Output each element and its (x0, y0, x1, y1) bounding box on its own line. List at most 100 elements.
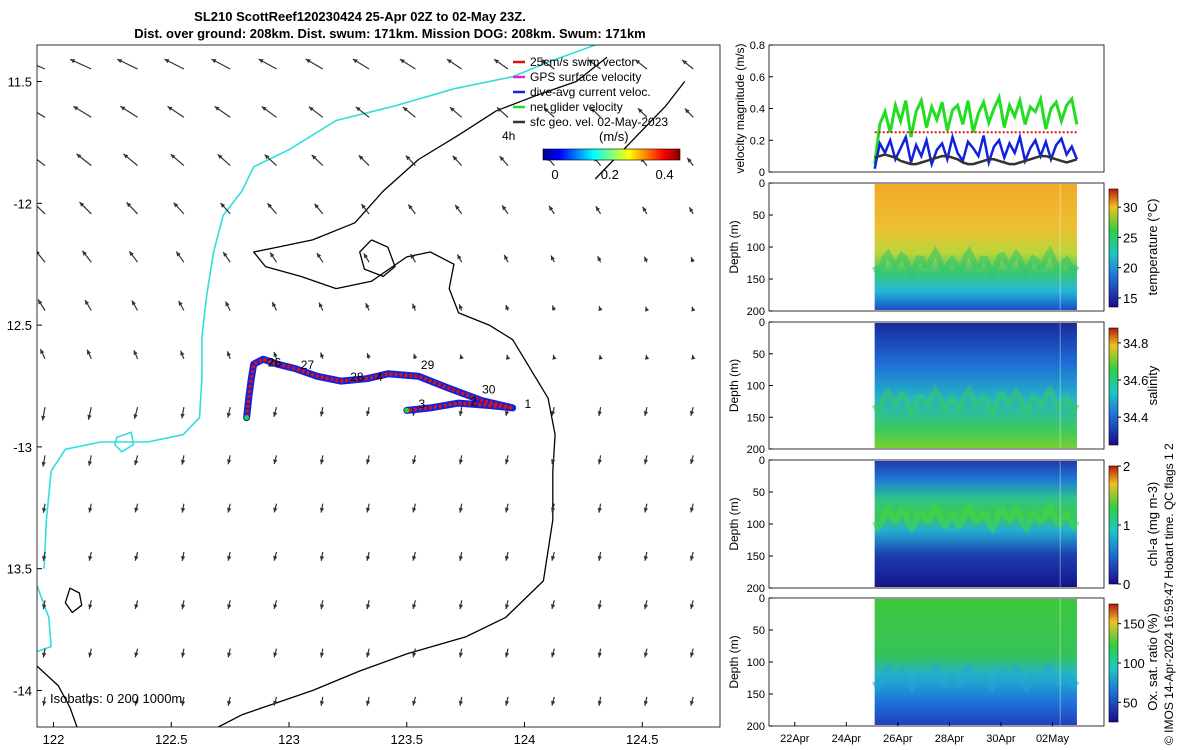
velocity-arrowhead (643, 555, 648, 561)
velocity-arrowhead (311, 154, 317, 160)
velocity-arrowhead (458, 556, 463, 561)
y-tick-label: 0.4 (750, 104, 765, 116)
colorbar-tick-label: 34.8 (1123, 336, 1148, 351)
velocity-arrowhead (689, 604, 695, 609)
velocity-arrowhead (42, 507, 47, 513)
track-end-marker (404, 407, 410, 413)
velocity-arrowhead (361, 204, 366, 209)
x-tick-label: 124.5 (626, 732, 659, 747)
velocity-arrowhead (227, 700, 232, 706)
legend-label: dive-avg current veloc. (530, 85, 651, 99)
velocity-arrowhead (227, 459, 232, 465)
velocity-arrowhead (73, 106, 79, 111)
velocity-arrowhead (88, 700, 93, 706)
velocity-arrowhead (227, 555, 232, 561)
velocity-arrowhead (458, 507, 463, 513)
isobath-line (37, 665, 78, 727)
velocity-arrowhead (598, 306, 603, 312)
velocity-arrowhead (180, 413, 185, 419)
profile-colorbar (1108, 603, 1119, 723)
velocity-arrowhead (597, 604, 602, 610)
velocity-arrowhead (645, 306, 650, 312)
velocity-arrow (599, 745, 601, 750)
time-scale-label: 4h (502, 129, 515, 143)
y-tick-label: 150 (747, 412, 765, 424)
velocity-arrowhead (176, 251, 181, 257)
velocity-arrowhead (181, 700, 186, 706)
velocity-arrowhead (70, 59, 76, 64)
colorbar-tick-label: 1 (1123, 518, 1130, 533)
y-tick-label: 200 (747, 306, 765, 318)
velocity-arrowhead (37, 251, 40, 255)
velocity-arrowhead (319, 411, 325, 417)
velocity-arrowhead (181, 556, 186, 561)
velocity-arrow (274, 745, 276, 750)
velocity-arrowhead (316, 252, 322, 258)
velocity-arrowhead (319, 459, 325, 465)
y-tick-label: 150 (747, 551, 765, 563)
x-tick-label: 22Apr (780, 733, 810, 745)
velocity-arrowhead (220, 202, 226, 208)
velocity-arrowhead (402, 107, 408, 112)
colorbar-tick-label: 150 (1123, 617, 1145, 632)
velocity-arrowhead (76, 153, 82, 159)
velocity-arrowhead (355, 106, 361, 112)
velocity-arrowhead (458, 604, 463, 610)
velocity-arrowhead (225, 301, 230, 307)
legend-label: net glider velocity (530, 100, 623, 114)
velocity-arrowhead (689, 507, 695, 513)
velocity-arrowhead (181, 652, 186, 658)
velocity-arrowhead (223, 252, 228, 257)
velocity-arrowhead (180, 459, 186, 465)
velocity-arrowhead (595, 206, 600, 212)
depth-ylabel: Depth (m) (727, 497, 741, 550)
profile-data-field (874, 184, 1077, 310)
velocity-arrowhead (134, 700, 139, 706)
velocity-arrowhead (682, 60, 688, 65)
velocity-arrowhead (597, 507, 602, 513)
velocity-arrowhead (551, 459, 556, 465)
velocity-arrowhead (687, 157, 692, 163)
velocity-arrowhead (689, 459, 695, 465)
velocity-arrowhead (319, 507, 325, 513)
y-tick-label: 50 (753, 487, 765, 499)
day-label: 30 (482, 382, 496, 396)
track-start-marker (244, 415, 250, 421)
glider-track-swim (244, 357, 515, 418)
colorbar-tick-label: 34.6 (1123, 373, 1148, 388)
y-tick-label: 200 (747, 583, 765, 595)
velocity-arrowhead (643, 507, 648, 513)
velocity-arrowhead (261, 106, 267, 111)
colorbar-tick-label: 25 (1123, 230, 1137, 245)
day-label: 3 (419, 397, 426, 411)
velocity-arrowhead (133, 414, 138, 419)
velocity-arrowhead (88, 652, 93, 658)
velocity-arrowhead (41, 415, 46, 421)
profile-data-field (874, 599, 1077, 725)
velocity-arrowhead (455, 204, 460, 210)
velocity-arrowhead (458, 304, 463, 310)
velocity-arrowhead (211, 59, 217, 64)
velocity-arrowhead (308, 106, 314, 112)
x-tick-label: 122.5 (155, 732, 188, 747)
velocity-arrowhead (502, 205, 507, 211)
velocity-arrowhead (38, 299, 43, 305)
velocity-arrowhead (597, 256, 602, 262)
velocity-arrowhead (227, 604, 232, 610)
velocity-arrowhead (412, 555, 417, 561)
profile-panel-salinity: 0 50 100 150 200 Depth (m) 34.4 34.6 34.8 salinit… (727, 317, 1160, 456)
colorbar-label: (m/s) (599, 129, 629, 144)
colorbar-tick-label: 100 (1123, 656, 1145, 671)
velocity-series (873, 92, 1079, 165)
velocity-arrowhead (366, 459, 371, 465)
profile-texture (872, 384, 1080, 418)
velocity-arrowhead (88, 604, 93, 610)
velocity-arrowhead (552, 354, 557, 360)
profile-panel-chl-a: 0 50 100 150 200 Depth (m) 0 1 2 chl-a (mg m-3) (727, 455, 1160, 595)
velocity-arrowhead (366, 507, 371, 513)
velocity-arrowhead (643, 652, 648, 658)
velocity-arrowhead (551, 700, 556, 706)
velocity-arrowhead (366, 555, 371, 561)
